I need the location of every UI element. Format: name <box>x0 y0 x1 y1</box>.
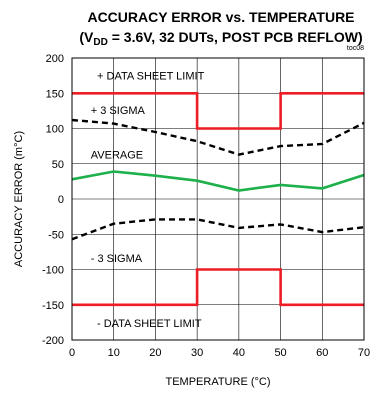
chart-subtitle-suffix: = 3.6V, 32 DUTs, POST PCB REFLOW) <box>108 29 363 45</box>
plot-frame <box>71 57 365 341</box>
annotation-group: + DATA SHEET LIMIT + 3 SIGMA AVERAGE - 3 SI… <box>91 71 205 330</box>
series-group <box>71 92 365 307</box>
y-tick-labels: -200 -150 -100 -50 0 50 100 150 200 <box>42 53 64 347</box>
series-line-lower-limit <box>72 268 364 307</box>
y-tick-label: -200 <box>42 335 64 347</box>
annotation-label: - DATA SHEET LIMIT <box>97 318 202 330</box>
x-tick-label: 40 <box>233 347 245 359</box>
y-tick-label: 200 <box>46 53 64 65</box>
y-tick-label: -100 <box>42 265 64 277</box>
grid <box>72 58 364 340</box>
annotation-label: + DATA SHEET LIMIT <box>97 71 205 83</box>
y-tick-label: 150 <box>46 88 64 100</box>
y-tick-label: 100 <box>46 124 64 136</box>
x-tick-label: 60 <box>316 347 328 359</box>
figure-id: toc08 <box>347 45 364 52</box>
annotation-label: - 3 SIGMA <box>91 253 143 265</box>
series-line-average <box>71 170 365 192</box>
chart-subtitle: (VDD = 3.6V, 32 DUTs, POST PCB REFLOW) <box>79 29 362 48</box>
chart-title: ACCURACY ERROR vs. TEMPERATURE <box>87 9 354 25</box>
x-tick-label: 10 <box>108 347 120 359</box>
annotation-label: AVERAGE <box>91 150 143 162</box>
y-tick-label: -50 <box>48 229 64 241</box>
x-tick-label: 70 <box>358 347 370 359</box>
y-axis-label: ACCURACY ERROR (m°C) <box>13 131 25 267</box>
x-axis-label: TEMPERATURE (°C) <box>165 376 270 388</box>
x-tick-label: 30 <box>191 347 203 359</box>
x-tick-label: 50 <box>274 347 286 359</box>
series-line-upper-limit <box>72 92 364 130</box>
chart-subtitle-subscript: DD <box>93 37 107 48</box>
series-line-minus-3-sigma <box>71 218 365 241</box>
y-tick-label: -150 <box>42 300 64 312</box>
annotation-label: + 3 SIGMA <box>91 105 146 117</box>
y-tick-label: 0 <box>58 194 64 206</box>
y-tick-label: 50 <box>52 159 64 171</box>
x-tick-labels: 0 10 20 30 40 50 60 70 <box>69 347 370 359</box>
x-tick-label: 0 <box>69 347 75 359</box>
x-tick-label: 20 <box>149 347 161 359</box>
chart-subtitle-prefix: (V <box>79 29 94 45</box>
